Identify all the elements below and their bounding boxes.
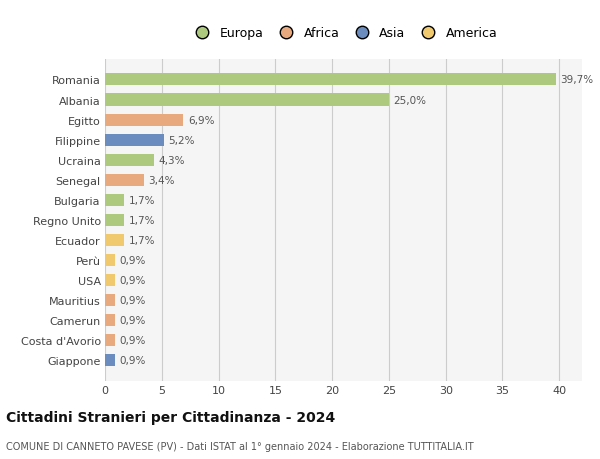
Bar xyxy=(105,174,143,186)
Bar xyxy=(105,154,154,166)
Text: 0,9%: 0,9% xyxy=(120,255,146,265)
Bar xyxy=(105,194,124,206)
Text: COMUNE DI CANNETO PAVESE (PV) - Dati ISTAT al 1° gennaio 2024 - Elaborazione TUT: COMUNE DI CANNETO PAVESE (PV) - Dati IST… xyxy=(6,441,473,451)
Text: 0,9%: 0,9% xyxy=(120,275,146,285)
Bar xyxy=(105,235,124,246)
Text: 1,7%: 1,7% xyxy=(129,235,155,245)
Bar xyxy=(105,74,556,86)
Text: 1,7%: 1,7% xyxy=(129,215,155,225)
Text: 0,9%: 0,9% xyxy=(120,355,146,365)
Text: 0,9%: 0,9% xyxy=(120,336,146,345)
Text: 1,7%: 1,7% xyxy=(129,196,155,205)
Bar xyxy=(105,314,115,326)
Bar xyxy=(105,94,389,106)
Bar xyxy=(105,294,115,306)
Bar xyxy=(105,214,124,226)
Bar xyxy=(105,354,115,366)
Text: Cittadini Stranieri per Cittadinanza - 2024: Cittadini Stranieri per Cittadinanza - 2… xyxy=(6,411,335,425)
Text: 3,4%: 3,4% xyxy=(148,175,175,185)
Text: 0,9%: 0,9% xyxy=(120,295,146,305)
Text: 39,7%: 39,7% xyxy=(560,75,593,85)
Text: 0,9%: 0,9% xyxy=(120,315,146,325)
Legend: Europa, Africa, Asia, America: Europa, Africa, Asia, America xyxy=(190,28,497,40)
Text: 6,9%: 6,9% xyxy=(188,115,214,125)
Bar xyxy=(105,274,115,286)
Bar xyxy=(105,134,164,146)
Text: 25,0%: 25,0% xyxy=(394,95,427,105)
Text: 5,2%: 5,2% xyxy=(169,135,195,146)
Bar xyxy=(105,334,115,347)
Bar xyxy=(105,254,115,266)
Bar xyxy=(105,114,184,126)
Text: 4,3%: 4,3% xyxy=(158,155,185,165)
